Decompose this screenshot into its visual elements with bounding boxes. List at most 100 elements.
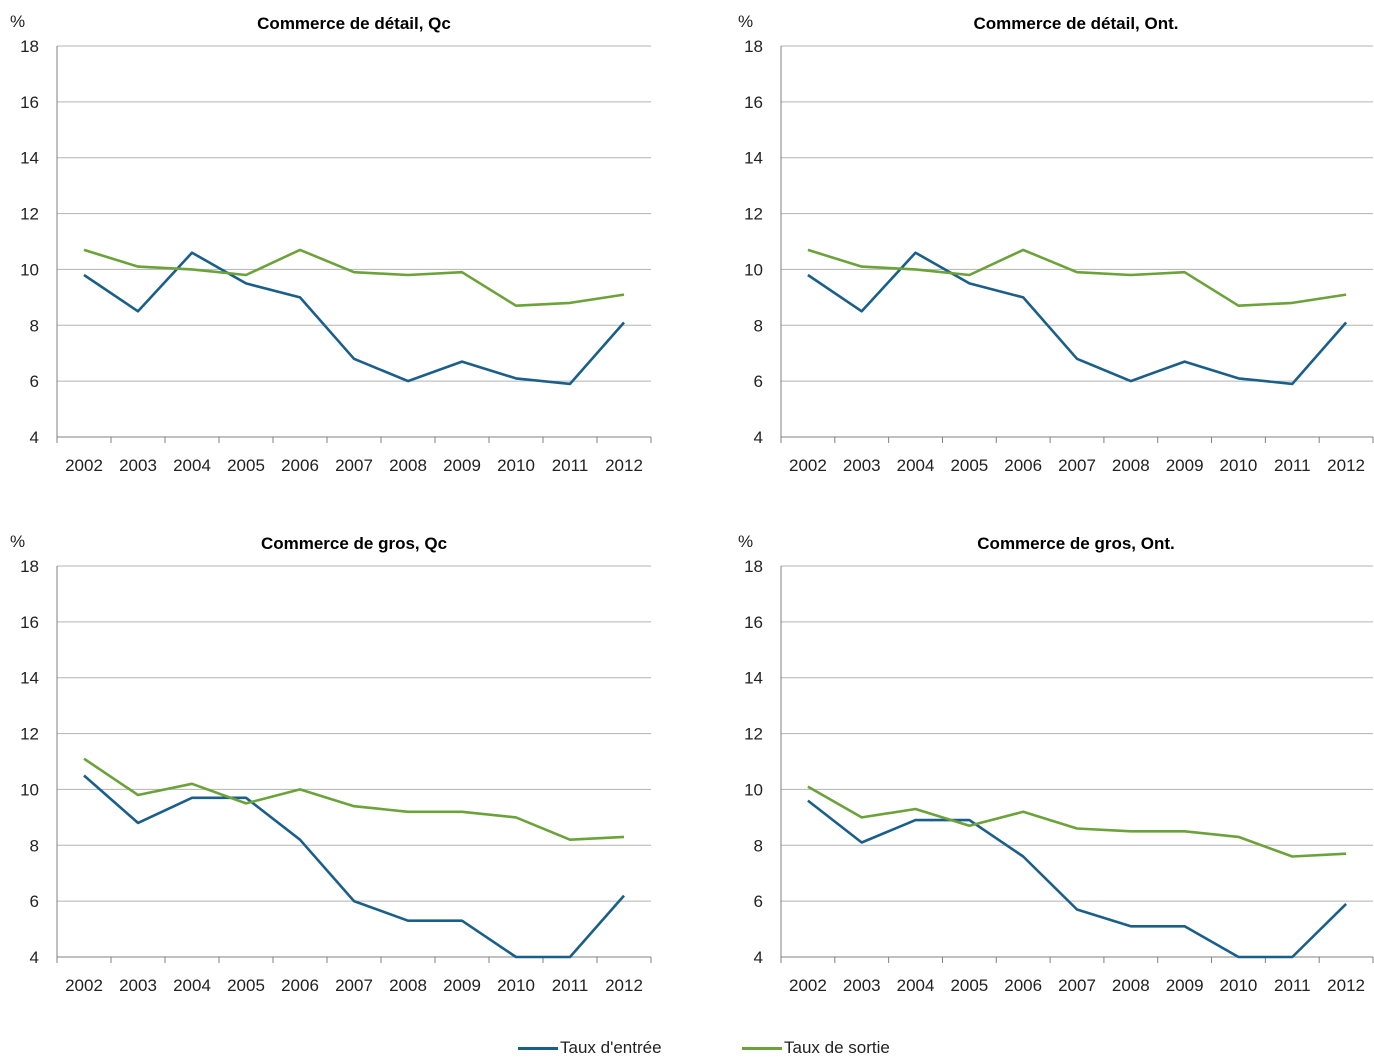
x-tick-label: 2012 [605,456,643,475]
x-tick-label: 2003 [119,456,157,475]
y-tick-label: 4 [30,948,39,967]
chart-panel-1: 4 6 8 10 12 14 16 18 2002 2003 2004 2005 2006 2007 200… [10,12,652,475]
legend-item-exit: Taux de sortie [742,1038,890,1058]
y-tick-label: 16 [744,613,763,632]
series-line-entry [83,774,625,959]
y-tick-label: 12 [744,725,763,744]
legend-label-exit: Taux de sortie [784,1038,890,1057]
y-tick-label: 10 [20,780,39,799]
chart-title: Commerce de gros, Ont. [977,534,1174,553]
legend-swatch-exit [742,1046,782,1050]
y-tick-label: 18 [744,37,763,56]
x-tick-label: 2005 [950,456,988,475]
x-tick-label: 2002 [789,976,827,995]
y-tick-label: 12 [20,205,39,224]
y-tick-label: 6 [30,372,39,391]
x-tick-label: 2005 [227,456,265,475]
x-tick-label: 2004 [897,976,935,995]
x-tick-label: 2002 [65,456,103,475]
y-tick-label: 8 [754,316,763,335]
x-tick-label: 2010 [497,456,535,475]
x-tick-label: 2008 [389,976,427,995]
y-unit-label: % [10,12,25,31]
x-tick-label: 2009 [1166,976,1204,995]
x-tick-label: 2005 [227,976,265,995]
x-tick-label: 2005 [950,976,988,995]
series-line-entry [807,799,1348,959]
x-tick-label: 2003 [843,976,881,995]
y-tick-label: 10 [744,780,763,799]
y-tick-label: 6 [30,892,39,911]
y-tick-label: 4 [754,428,763,447]
y-tick-label: 14 [744,149,763,168]
x-tick-label: 2006 [1004,456,1042,475]
y-tick-label: 4 [754,948,763,967]
x-tick-label: 2011 [552,976,589,995]
chart-title: Commerce de détail, Ont. [974,14,1179,33]
x-tick-label: 2012 [1327,976,1365,995]
x-tick-label: 2009 [443,456,481,475]
x-tick-label: 2006 [281,976,319,995]
chart-panel-2: 4 6 8 10 12 14 16 18 2002 2003 2004 2005 2006 2007 200… [738,12,1374,475]
series-line-entry [83,251,625,386]
x-tick-label: 2010 [497,976,535,995]
x-tick-label: 2003 [119,976,157,995]
y-tick-label: 10 [20,260,39,279]
chart-title: Commerce de gros, Qc [261,534,447,553]
y-unit-label: % [738,12,753,31]
y-tick-label: 16 [20,93,39,112]
y-tick-label: 16 [744,93,763,112]
series-line-exit [807,248,1347,308]
y-tick-label: 14 [744,669,763,688]
x-tick-label: 2002 [65,976,103,995]
x-tick-label: 2006 [281,456,319,475]
y-tick-label: 10 [744,260,763,279]
series-line-exit [807,785,1347,858]
x-tick-label: 2007 [1058,456,1096,475]
legend-swatch-entry [518,1046,558,1050]
x-tick-label: 2010 [1220,456,1258,475]
legend-label-entry: Taux d'entrée [560,1038,662,1057]
x-tick-label: 2011 [552,456,589,475]
y-tick-label: 16 [20,613,39,632]
x-tick-label: 2002 [789,456,827,475]
y-unit-label: % [10,532,25,551]
y-tick-label: 18 [20,557,39,576]
x-tick-label: 2004 [173,456,211,475]
x-tick-label: 2012 [605,976,643,995]
y-tick-label: 8 [754,836,763,855]
y-tick-label: 8 [30,836,39,855]
x-tick-label: 2007 [1058,976,1096,995]
y-tick-label: 18 [20,37,39,56]
y-tick-label: 14 [20,669,39,688]
x-tick-label: 2011 [1274,976,1311,995]
chart-panel-3: 4 6 8 10 12 14 16 18 2002 2003 2004 2005 2006 2007 200… [10,532,652,995]
x-tick-label: 2011 [1274,456,1311,475]
chart-grid: 4 6 8 10 12 14 16 18 2002 2003 2004 2005 2006 2007 200… [10,12,1374,995]
series-line-entry [807,251,1348,386]
x-tick-label: 2007 [335,976,373,995]
x-tick-label: 2008 [1112,456,1150,475]
y-tick-label: 6 [754,892,763,911]
x-tick-label: 2006 [1004,976,1042,995]
x-tick-label: 2012 [1327,456,1365,475]
x-tick-label: 2009 [443,976,481,995]
y-tick-label: 14 [20,149,39,168]
x-tick-label: 2010 [1220,976,1258,995]
series-line-exit [83,757,625,842]
y-tick-label: 8 [30,316,39,335]
x-tick-label: 2004 [173,976,211,995]
series-line-exit [83,248,625,308]
x-tick-label: 2008 [389,456,427,475]
y-tick-label: 18 [744,557,763,576]
y-tick-label: 6 [754,372,763,391]
legend: Taux d'entrée Taux de sortie [0,1038,1374,1060]
y-tick-label: 12 [744,205,763,224]
chart-title: Commerce de détail, Qc [257,14,451,33]
chart-panel-4: 4 6 8 10 12 14 16 18 2002 2003 2004 2005 2006 2007 200… [738,532,1374,995]
x-tick-label: 2009 [1166,456,1204,475]
legend-item-entry: Taux d'entrée [518,1038,662,1058]
x-tick-label: 2007 [335,456,373,475]
x-tick-label: 2008 [1112,976,1150,995]
y-tick-label: 4 [30,428,39,447]
